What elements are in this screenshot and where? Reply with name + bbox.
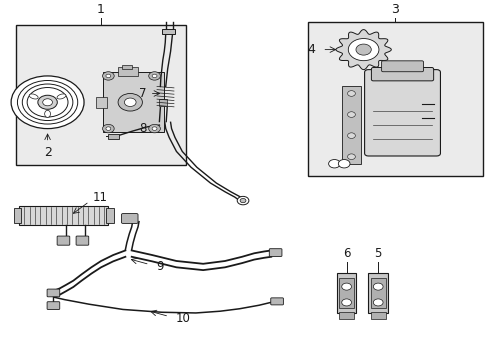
Circle shape xyxy=(148,72,160,80)
Circle shape xyxy=(102,125,114,133)
Circle shape xyxy=(106,74,111,78)
Bar xyxy=(370,278,385,308)
Text: 4: 4 xyxy=(306,43,314,56)
Bar xyxy=(341,86,361,164)
Circle shape xyxy=(237,196,248,205)
Circle shape xyxy=(347,91,355,96)
FancyBboxPatch shape xyxy=(270,298,283,305)
Circle shape xyxy=(152,74,157,78)
Text: 3: 3 xyxy=(390,3,398,16)
Bar xyxy=(370,312,385,319)
Bar xyxy=(339,312,353,319)
Bar xyxy=(118,67,137,76)
Text: 5: 5 xyxy=(374,247,381,260)
Circle shape xyxy=(341,283,351,290)
Circle shape xyxy=(42,99,52,106)
Text: 1: 1 xyxy=(97,3,105,16)
Bar xyxy=(14,208,21,224)
Bar xyxy=(103,72,164,132)
Bar xyxy=(108,134,119,139)
Circle shape xyxy=(240,198,245,203)
Ellipse shape xyxy=(29,94,38,99)
Circle shape xyxy=(347,112,355,117)
Circle shape xyxy=(355,44,370,55)
Circle shape xyxy=(102,72,114,80)
FancyBboxPatch shape xyxy=(269,249,282,256)
Bar xyxy=(106,208,114,224)
Circle shape xyxy=(338,159,349,168)
FancyBboxPatch shape xyxy=(76,236,88,245)
FancyBboxPatch shape xyxy=(371,68,433,81)
Circle shape xyxy=(118,94,142,111)
Circle shape xyxy=(148,125,160,133)
Circle shape xyxy=(124,98,136,107)
FancyBboxPatch shape xyxy=(47,289,60,297)
Circle shape xyxy=(372,283,382,290)
Bar xyxy=(159,99,166,106)
Bar xyxy=(307,22,482,176)
Bar xyxy=(122,65,131,69)
Text: 9: 9 xyxy=(156,260,163,273)
Ellipse shape xyxy=(57,94,66,99)
Circle shape xyxy=(372,299,382,306)
Bar xyxy=(162,29,175,34)
FancyBboxPatch shape xyxy=(364,69,440,156)
Circle shape xyxy=(11,76,84,129)
Circle shape xyxy=(328,159,340,168)
Bar xyxy=(20,206,108,225)
Text: 8: 8 xyxy=(139,122,146,135)
Polygon shape xyxy=(335,30,390,69)
Circle shape xyxy=(106,127,111,130)
Text: 10: 10 xyxy=(175,312,190,325)
Circle shape xyxy=(38,95,57,109)
FancyBboxPatch shape xyxy=(57,236,70,245)
Text: 6: 6 xyxy=(342,247,349,260)
Bar xyxy=(96,97,107,108)
Circle shape xyxy=(347,39,378,60)
Circle shape xyxy=(152,127,157,130)
FancyBboxPatch shape xyxy=(381,61,423,72)
Bar xyxy=(16,25,186,166)
Text: 7: 7 xyxy=(139,87,146,100)
Bar xyxy=(336,273,356,313)
Circle shape xyxy=(341,299,351,306)
Text: 11: 11 xyxy=(92,192,107,204)
FancyBboxPatch shape xyxy=(121,213,138,224)
Bar xyxy=(368,273,387,313)
FancyBboxPatch shape xyxy=(47,302,60,310)
Circle shape xyxy=(347,133,355,139)
Text: 2: 2 xyxy=(43,146,51,159)
Ellipse shape xyxy=(44,111,50,117)
Circle shape xyxy=(347,154,355,159)
Bar xyxy=(339,278,353,308)
